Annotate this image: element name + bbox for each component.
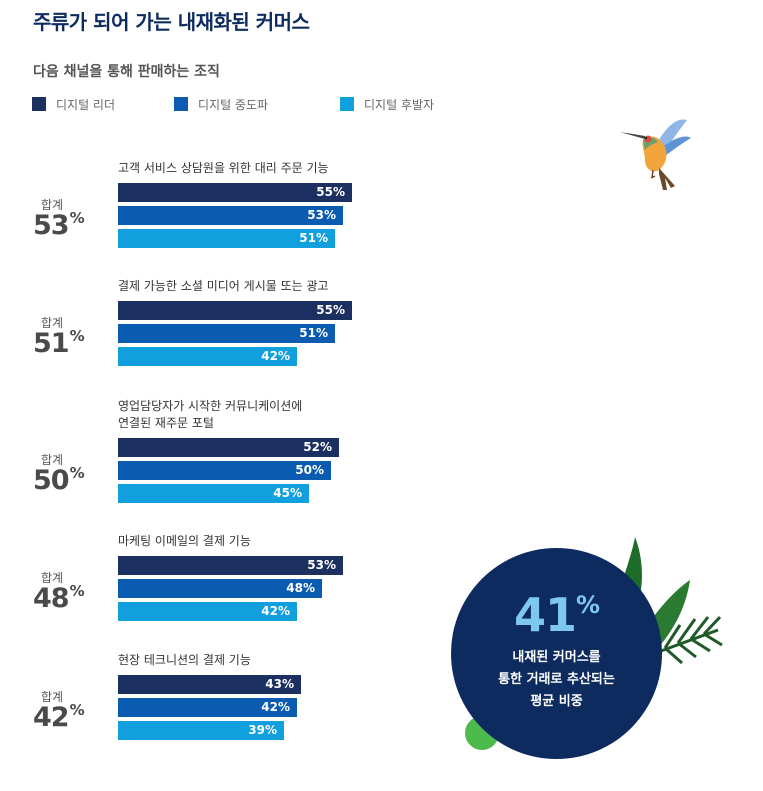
total-label: 합계	[41, 316, 64, 330]
bar-middle: 50%	[118, 461, 331, 480]
callout-text: 내재된 커머스를 통한 거래로 추산되는 평균 비중	[471, 647, 642, 713]
callout-line-3: 평균 비중	[530, 694, 583, 709]
callout-circle: 41% 내재된 커머스를 통한 거래로 추산되는 평균 비중	[451, 548, 662, 759]
callout-line-1: 내재된 커머스를	[512, 650, 601, 665]
total-percent-sign: %	[69, 582, 85, 600]
total-value: 42%	[33, 701, 85, 733]
total-label: 합계	[41, 690, 64, 704]
legend-label-middle: 디지털 중도파	[198, 97, 269, 112]
legend-item-middle: 디지털 중도파	[174, 95, 268, 113]
category-label-line: 고객 서비스 상담원을 위한 대리 주문 기능	[118, 161, 329, 175]
category-label: 고객 서비스 상담원을 위한 대리 주문 기능	[118, 160, 329, 177]
category-label: 현장 테크니션의 결제 기능	[118, 652, 251, 669]
total-label: 합계	[41, 453, 64, 467]
legend-label-laggard: 디지털 후발자	[364, 97, 435, 112]
total-percent-sign: %	[69, 464, 85, 482]
bar-middle: 53%	[118, 206, 343, 225]
bar-leader: 52%	[118, 438, 339, 457]
bar-leader: 43%	[118, 675, 301, 694]
bar-leader: 53%	[118, 556, 343, 575]
category-label-line: 연결된 재주문 포털	[118, 416, 214, 430]
total-percent-sign: %	[69, 701, 85, 719]
bar-laggard: 45%	[118, 484, 309, 503]
total-value: 50%	[33, 464, 85, 496]
bar-laggard: 42%	[118, 347, 297, 366]
total-percent-sign: %	[69, 209, 85, 227]
category-label-line: 현장 테크니션의 결제 기능	[118, 653, 251, 667]
category-label: 결제 가능한 소셜 미디어 게시물 또는 광고	[118, 278, 329, 295]
bar-laggard: 42%	[118, 602, 297, 621]
total-label: 합계	[41, 571, 64, 585]
total-number: 53	[33, 210, 70, 241]
bar-leader: 55%	[118, 183, 352, 202]
legend-label-leader: 디지털 리더	[56, 97, 116, 112]
legend-swatch-leader	[32, 97, 46, 111]
category-label-line: 영업담당자가 시작한 커뮤니케이션에	[118, 399, 303, 413]
total-value: 53%	[33, 209, 85, 241]
legend-swatch-laggard	[340, 97, 354, 111]
bar-middle: 51%	[118, 324, 335, 343]
bar-laggard: 51%	[118, 229, 335, 248]
callout-value: 41%	[513, 588, 600, 642]
category-label-line: 마케팅 이메일의 결제 기능	[118, 534, 251, 548]
total-number: 50	[33, 465, 70, 496]
page-title: 주류가 되어 가는 내재화된 커머스	[33, 10, 310, 34]
legend-swatch-middle	[174, 97, 188, 111]
total-label: 합계	[41, 198, 64, 212]
bar-middle: 48%	[118, 579, 322, 598]
total-number: 51	[33, 328, 70, 359]
callout-line-2: 통한 거래로 추산되는	[498, 672, 615, 687]
category-label-line: 결제 가능한 소셜 미디어 게시물 또는 광고	[118, 279, 329, 293]
total-percent-sign: %	[69, 327, 85, 345]
legend-item-laggard: 디지털 후발자	[340, 95, 434, 113]
hummingbird-illustration	[620, 119, 691, 190]
total-number: 48	[33, 583, 70, 614]
legend-item-leader: 디지털 리더	[32, 95, 115, 113]
category-label: 마케팅 이메일의 결제 기능	[118, 533, 251, 550]
total-value: 51%	[33, 327, 85, 359]
bar-middle: 42%	[118, 698, 297, 717]
bar-laggard: 39%	[118, 721, 284, 740]
chart-subtitle: 다음 채널을 통해 판매하는 조직	[33, 64, 220, 80]
bar-leader: 55%	[118, 301, 352, 320]
total-value: 48%	[33, 582, 85, 614]
total-number: 42	[33, 702, 70, 733]
